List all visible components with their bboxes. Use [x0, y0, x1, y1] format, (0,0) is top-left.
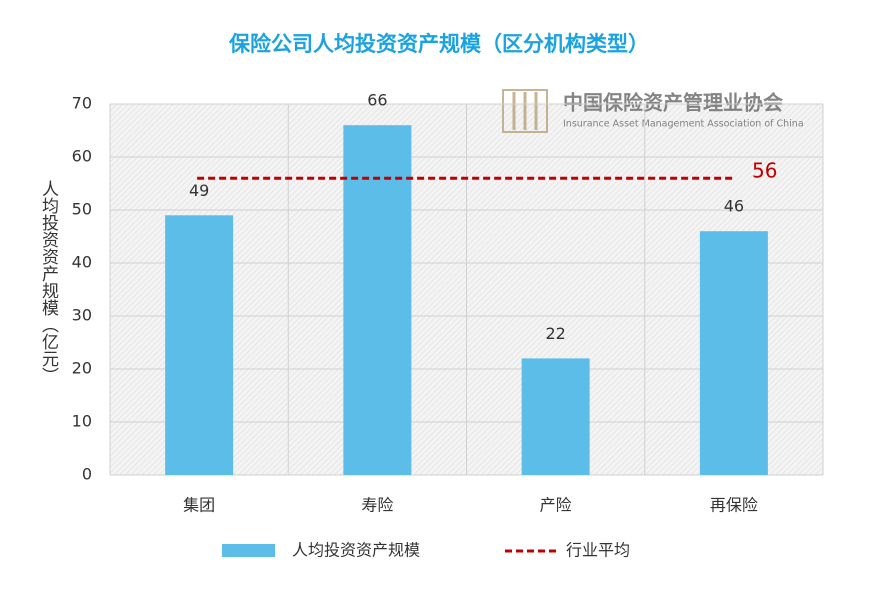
- average-label: 56: [752, 159, 777, 183]
- x-tick-label: 产险: [540, 496, 572, 515]
- bar: [343, 125, 412, 475]
- logo-mark: [502, 89, 548, 133]
- watermark-cn: 中国保险资产管理业协会: [563, 91, 783, 115]
- legend-label: 人均投资资产规模: [292, 541, 420, 560]
- chart-title: 保险公司人均投资资产规模（区分机构类型）: [228, 32, 649, 56]
- y-tick-label: 70: [72, 94, 92, 113]
- y-tick-label: 40: [72, 253, 92, 272]
- y-tick-label: 60: [72, 147, 92, 166]
- legend-label: 行业平均: [566, 541, 630, 560]
- x-tick-label: 寿险: [361, 496, 393, 515]
- watermark-en: Insurance Asset Management Association o…: [563, 119, 804, 130]
- data-label: 22: [545, 324, 565, 343]
- x-tick-label: 集团: [183, 496, 215, 515]
- data-label: 46: [724, 197, 744, 216]
- legend-swatch: [222, 544, 275, 557]
- y-tick-label: 30: [72, 306, 92, 325]
- data-label: 49: [189, 181, 209, 200]
- y-tick-label: 0: [82, 465, 92, 484]
- y-axis-label: 人均投资资产规模（亿元）: [38, 180, 59, 384]
- x-tick-label: 再保险: [710, 496, 758, 515]
- y-tick-label: 10: [72, 412, 92, 431]
- data-label: 66: [367, 91, 387, 110]
- bar: [699, 231, 768, 475]
- y-tick-label: 50: [72, 200, 92, 219]
- watermark: 中国保险资产管理业协会 Insurance Asset Management A…: [502, 89, 804, 133]
- bar: [521, 358, 590, 475]
- bar: [165, 215, 234, 476]
- y-tick-label: 20: [72, 359, 92, 378]
